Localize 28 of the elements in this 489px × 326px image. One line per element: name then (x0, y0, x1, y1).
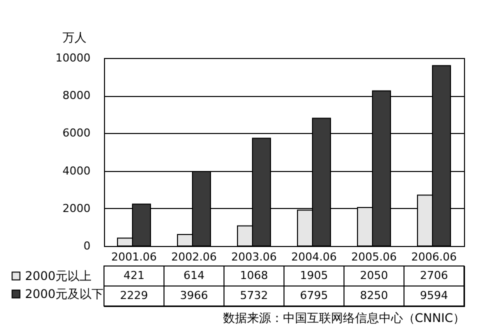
legend-label: 2000元及以下 (25, 287, 104, 301)
data-label: 6795 (300, 289, 328, 302)
y-tick-label: 10000 (56, 52, 90, 64)
y-tick-label: 2000 (62, 202, 90, 215)
source-note: 数据来源：中国互联网络信息中心（CNNIC） (222, 311, 465, 325)
data-label: 2050 (360, 269, 388, 282)
x-tick-label: 2001.06 (111, 250, 157, 264)
data-label: 9594 (420, 289, 448, 302)
y-tick-label: 4000 (62, 164, 90, 178)
data-label: 2229 (120, 289, 148, 302)
x-tick-label: 2006.06 (411, 250, 457, 264)
y-tick-label: 6000 (62, 126, 90, 140)
data-label: 5732 (240, 289, 268, 302)
data-label: 8250 (360, 289, 388, 302)
y-tick-label: 8000 (62, 89, 90, 102)
legend-label: 2000元以上 (25, 269, 92, 283)
data-label: 1068 (240, 269, 268, 282)
y-axis-title: 万人 (62, 30, 86, 44)
data-label: 2706 (420, 269, 448, 282)
data-label: 614 (184, 269, 204, 282)
x-tick-label: 2004.06 (291, 250, 337, 264)
x-tick-label: 2002.06 (171, 250, 217, 264)
data-label: 1905 (300, 269, 328, 282)
x-tick-label: 2003.06 (231, 250, 277, 264)
data-label: 421 (124, 269, 144, 282)
data-label: 3966 (180, 289, 208, 302)
y-tick-label: 0 (84, 240, 90, 252)
x-tick-label: 2005.06 (351, 250, 397, 264)
